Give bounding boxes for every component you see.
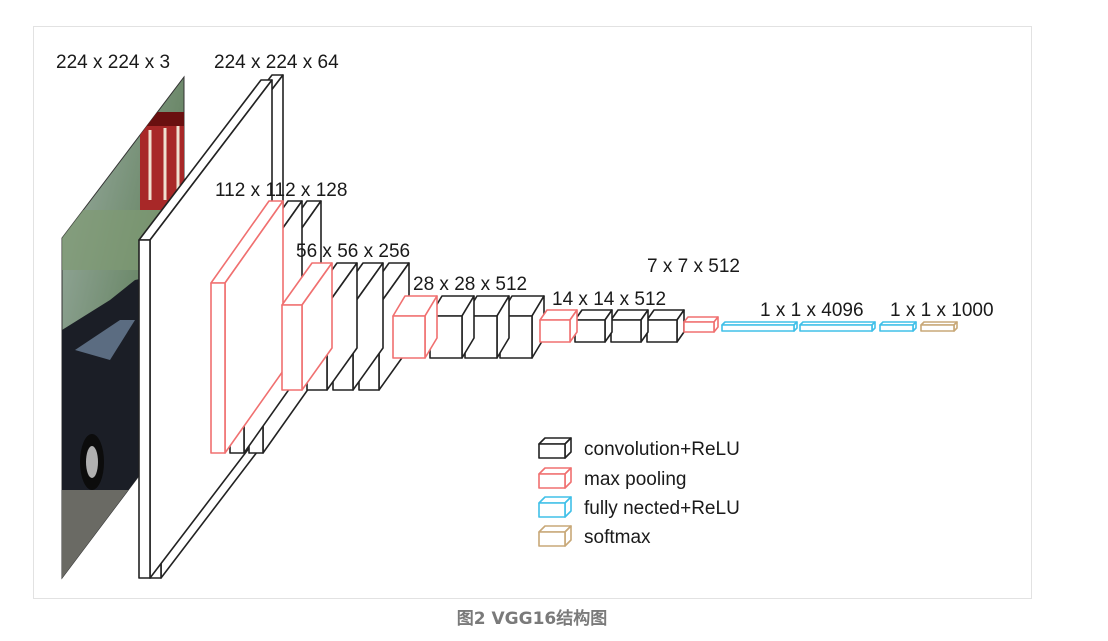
label-conv1: 224 x 224 x 64 bbox=[214, 52, 339, 73]
pool-block-5 bbox=[683, 316, 719, 333]
legend-label-fc: fully nected+ReLU bbox=[584, 498, 740, 519]
pool-block-3 bbox=[392, 295, 438, 359]
label-conv3: 56 x 56 x 256 bbox=[296, 241, 410, 262]
label-conv4: 28 x 28 x 512 bbox=[413, 274, 527, 295]
vgg16-diagram: 224 x 224 x 3 224 x 224 x 64 112 x 112 x… bbox=[56, 52, 994, 580]
label-softmax: 1 x 1 x 1000 bbox=[890, 300, 994, 321]
legend-label-conv: convolution+ReLU bbox=[584, 439, 740, 460]
conv-block-5c bbox=[646, 309, 685, 343]
black-box-icon bbox=[538, 437, 572, 459]
label-pool5: 7 x 7 x 512 bbox=[647, 256, 740, 277]
pool-block-2 bbox=[281, 262, 333, 391]
fc-block-1 bbox=[721, 321, 798, 332]
softmax-block bbox=[920, 321, 958, 332]
label-conv5: 14 x 14 x 512 bbox=[552, 289, 666, 310]
legend-label-softmax: softmax bbox=[584, 527, 651, 548]
label-fc: 1 x 1 x 4096 bbox=[760, 300, 864, 321]
figure-caption: 图2 VGG16结构图 bbox=[456, 609, 608, 629]
red-box-icon bbox=[538, 467, 572, 489]
conv-block-4a bbox=[429, 295, 475, 359]
legend: convolution+ReLU max pooling fully necte… bbox=[538, 437, 740, 548]
tan-box-icon bbox=[538, 525, 572, 547]
label-conv2: 112 x 112 x 128 bbox=[215, 180, 347, 201]
pool-block-4 bbox=[539, 309, 578, 343]
cyan-box-icon bbox=[538, 496, 572, 518]
fc-block-3 bbox=[879, 321, 917, 332]
label-input: 224 x 224 x 3 bbox=[56, 52, 170, 73]
conv-block-5a bbox=[574, 309, 613, 343]
layer-blocks bbox=[138, 74, 958, 579]
conv-block-5b bbox=[610, 309, 649, 343]
legend-label-pool: max pooling bbox=[584, 469, 686, 490]
fc-block-2 bbox=[799, 321, 876, 332]
